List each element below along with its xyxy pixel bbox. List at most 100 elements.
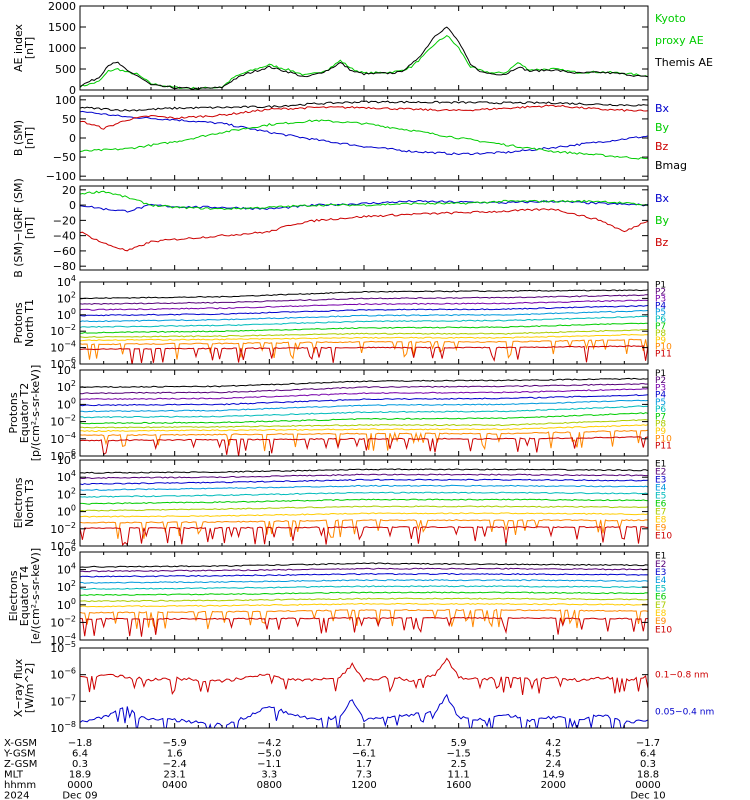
y-tick-label: 100 [55, 94, 76, 107]
y-axis-label: North T1 [23, 299, 36, 347]
y-tick-label: 20 [62, 184, 76, 197]
legend-entry: E7 [655, 601, 666, 611]
legend: Bx By Bz [655, 192, 670, 249]
series-line-p10 [80, 338, 648, 360]
legend-entry: P6 [655, 405, 666, 415]
series-line-e7 [80, 505, 648, 512]
y-tick-label: 2000 [48, 0, 76, 13]
y-axis-label: Equator T4 [18, 566, 31, 626]
series-line-e8 [80, 602, 648, 608]
series-line-p5 [80, 399, 648, 413]
series-line-p5 [80, 309, 648, 323]
legend-entry: P6 [655, 315, 666, 325]
series-line-p8 [80, 419, 648, 429]
series-line-e3 [80, 572, 648, 578]
panel-frame [79, 281, 649, 365]
axis-row-name: X-GSM [4, 738, 37, 749]
axis-row-name: 2024 [4, 791, 29, 800]
y-axis-label: AE index [12, 23, 25, 72]
y-tick-label: 50 [62, 113, 76, 126]
series-line-e9 [80, 519, 648, 539]
y-tick-label: 0 [69, 84, 76, 97]
legend: Kyoto proxy AE Themis AE [654, 12, 713, 69]
y-tick-label: 10−6 [50, 356, 76, 371]
series-line-e6 [80, 591, 648, 597]
series-line-e6 [80, 498, 648, 505]
axis-row-value: 2.4 [545, 759, 561, 770]
axis-row-value: 1.6 [167, 749, 183, 760]
y-axis-label: North T3 [23, 479, 36, 527]
axis-row-value: 14.9 [542, 770, 564, 781]
y-tick-label: 100 [57, 597, 76, 612]
panel-frame [79, 185, 649, 271]
series-line-bmag [80, 100, 648, 112]
y-axis-label: [nT] [23, 217, 36, 239]
legend-entry: E1 [655, 552, 666, 562]
series-line-e10 [80, 526, 648, 546]
y-axis-label: B (SM) [12, 120, 25, 156]
axis-row-value: 1.7 [356, 738, 372, 749]
axis-row-name: hhmm [4, 780, 36, 791]
legend-entry: P1 [655, 281, 666, 291]
legend-entry: P7 [655, 412, 666, 422]
legend-entry: P9 [655, 427, 666, 437]
y-tick-label: 100 [57, 504, 76, 519]
legend-entry: Bx [655, 102, 670, 115]
series-line-p11 [80, 436, 648, 456]
y-tick-label: 0 [69, 199, 76, 212]
series-group [80, 190, 648, 252]
y-tick-label: 104 [57, 469, 76, 484]
axis-row-value: 1.7 [356, 759, 372, 770]
legend-entry: Themis AE [654, 56, 713, 69]
legend-entry: Bx [655, 192, 670, 205]
panel-ae: 0 500 1000 1500 2000 AE index[nT] Kyoto proxy A… [12, 0, 713, 97]
series-line-p3 [80, 388, 648, 400]
y-tick-label: 0 [69, 132, 76, 145]
y-tick-label: 104 [57, 562, 76, 577]
axis-row-value: 2.5 [451, 759, 467, 770]
legend-entry: E2 [655, 560, 666, 570]
series-group [80, 562, 648, 637]
legend-entry: P3 [655, 294, 666, 304]
axis-row-name: Z-GSM [4, 759, 37, 770]
y-tick-label: −100 [46, 170, 76, 183]
axis-row-value: 23.1 [164, 770, 186, 781]
axis-row-value: 0000 [67, 780, 92, 791]
legend-entry: Bz [655, 140, 669, 153]
series-line-e5 [80, 585, 648, 590]
series-line-e3 [80, 478, 648, 486]
series-line-p7 [80, 322, 648, 334]
y-tick-label: 104 [57, 362, 76, 377]
legend-entry: E1 [655, 459, 666, 469]
legend-entry: P5 [655, 308, 666, 318]
series-line-by [80, 119, 648, 160]
series-line-p6 [80, 405, 648, 419]
series-line-e2 [80, 567, 648, 573]
legend-entry: E5 [655, 491, 666, 501]
axis-row-value: 0400 [162, 780, 187, 791]
y-axis-label: [p/(cm²-s-sr-keV)] [29, 365, 42, 462]
axis-row-value: 0800 [257, 780, 282, 791]
y-tick-label: 500 [55, 63, 76, 76]
y-tick-label: 102 [57, 290, 76, 305]
axis-row-value: −6.1 [352, 749, 376, 760]
legend-entry: 0.1−0.8 nm [655, 671, 709, 681]
y-tick-label: 10−4 [50, 632, 76, 647]
legend-entry: P11 [655, 350, 672, 360]
axis-row-value: −1.8 [68, 738, 92, 749]
y-tick-label: 10−6 [50, 667, 76, 682]
panel-frame [79, 95, 649, 181]
legend-entry: P8 [655, 329, 666, 339]
y-tick-label: 10−5 [50, 640, 76, 655]
y-tick-label: 10−2 [50, 414, 76, 429]
axis-row-value: 1200 [351, 780, 376, 791]
axis-row-value: 4.5 [545, 749, 561, 760]
series-line-bx [80, 199, 648, 213]
legend-entry: P8 [655, 420, 666, 430]
y-tick-label: −40 [53, 230, 76, 243]
